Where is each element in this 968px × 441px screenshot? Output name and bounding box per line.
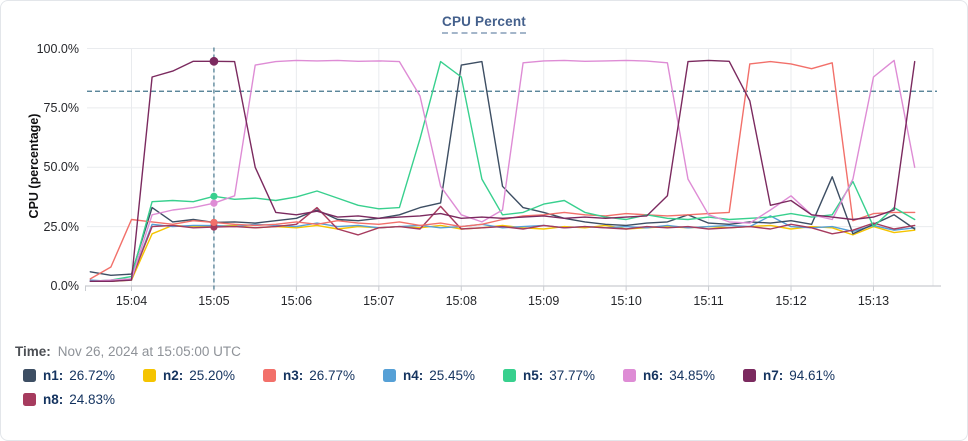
cursor-marker-n6: [210, 199, 218, 207]
legend-series-value: 24.83%: [69, 392, 116, 407]
series-line-n8: [89, 205, 916, 282]
series-line-n1: [89, 60, 916, 276]
chart-title[interactable]: CPU Percent: [442, 14, 526, 34]
legend-series-value: 25.20%: [189, 368, 236, 383]
time-caption-label: Time:: [15, 344, 51, 359]
legend-swatch-n7: [743, 369, 756, 382]
legend-item-n6[interactable]: n6: 34.85%: [623, 368, 743, 383]
series-line-n3: [89, 60, 916, 280]
legend-item-n1[interactable]: n1: 26.72%: [23, 368, 143, 383]
chart-header: CPU Percent: [1, 13, 967, 34]
legend-series-name: n1:: [43, 368, 64, 383]
legend-series-value: 26.77%: [309, 368, 356, 383]
legend-series-name: n2:: [163, 368, 184, 383]
legend-swatch-n4: [383, 369, 396, 382]
legend-series-value: 25.45%: [429, 368, 476, 383]
legend-series-name: n3:: [283, 368, 304, 383]
legend-series-value: 26.72%: [69, 368, 116, 383]
plot-area[interactable]: [1, 1, 968, 321]
time-caption: Time: Nov 26, 2024 at 15:05:00 UTC: [15, 344, 241, 359]
legend-item-n7[interactable]: n7: 94.61%: [743, 368, 863, 383]
legend-item-n5[interactable]: n5: 37.77%: [503, 368, 623, 383]
series-line-n7: [89, 59, 916, 282]
series-line-n6: [89, 59, 916, 282]
legend-series-value: 94.61%: [789, 368, 836, 383]
legend-swatch-n6: [623, 369, 636, 382]
legend-item-n4[interactable]: n4: 25.45%: [383, 368, 503, 383]
cursor-marker-n3: [210, 218, 218, 227]
cursor-marker-n7: [209, 56, 219, 66]
legend-swatch-n5: [503, 369, 516, 382]
legend-series-name: n8:: [43, 392, 64, 407]
cursor-marker-n5: [210, 192, 218, 200]
legend-swatch-n2: [143, 369, 156, 382]
time-caption-value: Nov 26, 2024 at 15:05:00 UTC: [57, 344, 241, 359]
legend-series-name: n5:: [523, 368, 544, 383]
legend-series-name: n7:: [763, 368, 784, 383]
legend-item-n3[interactable]: n3: 26.77%: [263, 368, 383, 383]
legend-item-n8[interactable]: n8: 24.83%: [23, 392, 143, 407]
legend-swatch-n1: [23, 369, 36, 382]
legend-series-name: n6:: [643, 368, 664, 383]
y-axis-label: CPU (percentage): [27, 113, 41, 219]
legend-series-value: 34.85%: [669, 368, 716, 383]
legend-item-n2[interactable]: n2: 25.20%: [143, 368, 263, 383]
legend-swatch-n3: [263, 369, 276, 382]
legend-series-value: 37.77%: [549, 368, 596, 383]
legend-series-name: n4:: [403, 368, 424, 383]
legend: n1: 26.72% n2: 25.20% n3: 26.77% n4: 25.45% n5: 3…: [23, 368, 957, 407]
legend-swatch-n8: [23, 393, 36, 406]
